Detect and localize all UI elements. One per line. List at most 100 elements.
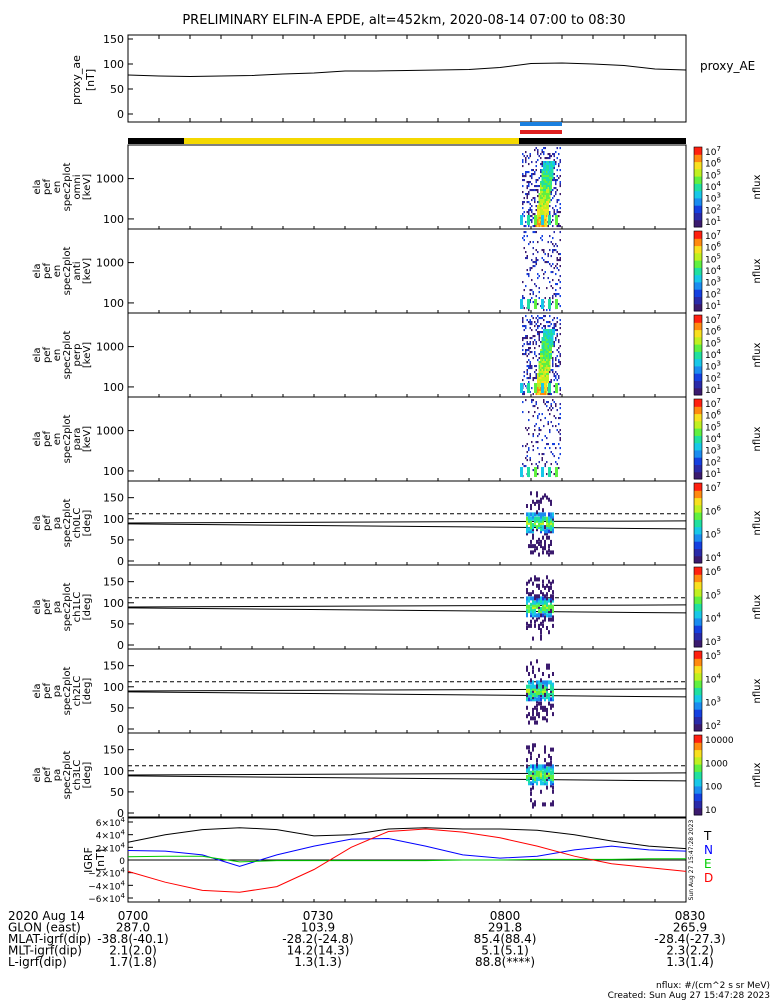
- spec-perp-cell: [544, 357, 546, 360]
- spec-perp-cell: [543, 365, 545, 368]
- spec-perp-colorbar-segment: [694, 373, 702, 381]
- pa-ch3-cell: [532, 743, 534, 748]
- spec-perp-cell: [540, 317, 542, 320]
- spec-omni-cell: [546, 215, 548, 218]
- pa-ch2-cell: [542, 716, 544, 721]
- spec-anti-colorbar-segment: [694, 281, 702, 290]
- pa-ch1-cell: [530, 611, 532, 616]
- pa-ch1-cell: [530, 602, 532, 607]
- spec-anti-cell: [538, 291, 540, 294]
- pa-ch1-cell: [530, 619, 532, 624]
- pa-ch1-cell: [546, 575, 548, 580]
- pa-ch2-cell: [534, 720, 536, 725]
- pa-ch3-cell: [548, 770, 550, 775]
- ephemeris-value: 1.7(1.8): [109, 955, 157, 969]
- spec-anti-cell: [537, 251, 539, 254]
- pa-ch2-cell: [544, 688, 546, 693]
- spec-perp-cell: [529, 361, 531, 364]
- ephemeris-label: MLAT-igrf(dip): [8, 932, 91, 946]
- spec-para-cell: [559, 453, 561, 456]
- spec-perp-cell: [522, 393, 524, 396]
- spec-perp-cell: [526, 371, 528, 374]
- spec-perp-cell: [523, 329, 525, 332]
- pa-ch1-cell: [532, 581, 534, 586]
- spec-anti-cell: [552, 279, 554, 282]
- spec-omni-cell: [526, 211, 528, 214]
- pa-ch1-cell: [552, 579, 554, 584]
- spec-perp-cell: [535, 373, 537, 376]
- spec-anti-cell: [555, 293, 557, 296]
- spec-perp-cell: [543, 343, 545, 346]
- spec-perp-cell: [537, 373, 539, 376]
- pa-ch3-cell: [540, 775, 542, 779]
- spec-anti-cell: [526, 235, 528, 238]
- spec-perp-cell: [544, 363, 546, 366]
- pa-ch1-colorbar-tick: 106: [705, 565, 721, 578]
- spec-perp-cell: [540, 365, 542, 368]
- pa-ch3-cell: [546, 781, 548, 786]
- spec-para-cell: [531, 401, 533, 404]
- spec-perp-cell: [527, 383, 530, 393]
- pa-ch2-cell: [536, 682, 538, 687]
- pa-ch3-cell: [526, 764, 528, 769]
- spec-para-cell: [555, 425, 557, 428]
- spec-omni-cell: [555, 163, 557, 166]
- spec-omni-cell: [549, 185, 551, 188]
- pa-ch1-cell: [534, 607, 536, 611]
- spec-perp-colorbar-segment: [694, 336, 702, 345]
- spec-omni-cell: [540, 185, 542, 188]
- pa-ch0-cell: [526, 504, 528, 508]
- pa-ch3-ytick-label: 100: [103, 765, 124, 778]
- spec-perp-cell: [543, 315, 545, 318]
- spec-omni-cell: [546, 167, 548, 170]
- pa-ch1-cell: [544, 609, 546, 614]
- pa-ch0-colorbar-segment: [694, 526, 702, 535]
- spec-perp-cell: [526, 377, 528, 380]
- spec-perp-ytick-label: 1000: [96, 341, 124, 354]
- pa-ch0-cell: [532, 499, 534, 504]
- spec-perp-cell: [547, 333, 549, 336]
- pa-ch0-cell: [530, 550, 532, 555]
- pa-ch3-cell: [534, 802, 536, 807]
- spec-perp-cell: [540, 383, 542, 386]
- pa-ch0-cell: [542, 525, 544, 530]
- pa-ch1-cell: [548, 617, 550, 622]
- pa-ch1-cell: [526, 604, 528, 609]
- spec-omni-cell: [538, 197, 540, 200]
- spec-anti-colorbar-segment: [694, 252, 702, 261]
- spec-omni-cell: [547, 187, 549, 190]
- spec-anti-cell: [559, 295, 561, 298]
- spec-perp-cell: [547, 393, 549, 396]
- pa-ch1-cell: [550, 594, 552, 599]
- pa-ch0-cell: [552, 527, 554, 532]
- spec-perp-cell: [531, 337, 533, 340]
- pa-ch3-cell: [546, 770, 548, 775]
- pa-ch3-cell: [542, 766, 544, 771]
- spec-perp-cell: [543, 351, 545, 354]
- spec-perp-cell: [556, 317, 558, 320]
- pa-ch3-cell: [548, 775, 550, 779]
- spec-omni-cell: [537, 151, 539, 154]
- spec-omni-cell: [541, 149, 543, 152]
- spec-perp-cell: [526, 319, 528, 322]
- spec-omni-cell: [540, 223, 542, 226]
- pa-ch0-cell: [544, 529, 546, 534]
- spec-omni-cell: [547, 153, 549, 156]
- spec-perp-cell: [538, 379, 540, 382]
- spec-para-cell: [526, 459, 528, 462]
- pa-ch3-cell: [538, 772, 540, 777]
- pa-ch1-cell: [552, 604, 554, 609]
- pa-ch2-cell: [546, 686, 548, 691]
- pa-ch1-cell: [544, 611, 546, 616]
- spec-omni-cell: [543, 213, 545, 216]
- spec-perp-cell: [544, 335, 546, 338]
- spec-perp-cell: [525, 335, 527, 338]
- spec-omni-cell: [544, 207, 546, 210]
- proxy-ae-ylabel: proxy_ae: [70, 55, 83, 105]
- spec-omni-cell: [546, 177, 548, 180]
- spec-perp-cell: [552, 329, 554, 332]
- pa-ch2-cell: [530, 691, 532, 695]
- pa-ch2-colorbar-segment: [694, 687, 702, 696]
- spec-anti-cell: [543, 251, 545, 254]
- pa-ch2-colorbar-frame: [693, 650, 703, 732]
